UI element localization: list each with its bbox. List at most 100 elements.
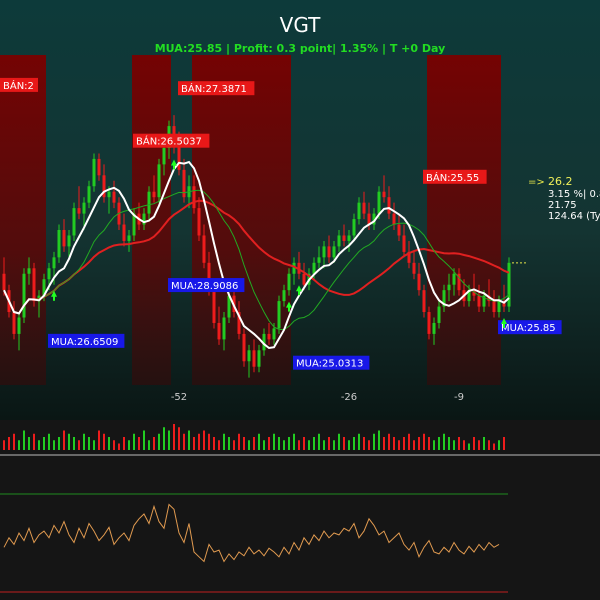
signal-label-bg <box>133 133 210 148</box>
candle <box>142 208 146 230</box>
candle <box>112 180 116 209</box>
volume-bar <box>503 437 505 450</box>
candle <box>447 273 451 302</box>
candle <box>217 306 221 345</box>
volume-bar <box>248 440 250 450</box>
candle-body <box>257 350 261 367</box>
candle <box>287 268 291 296</box>
candle <box>497 295 501 318</box>
candle-body <box>282 290 286 302</box>
volume-bar <box>53 440 55 450</box>
candle-body <box>497 301 501 313</box>
volume-bar <box>378 430 380 450</box>
volume-bar <box>8 437 10 450</box>
ma-long-line <box>3 199 510 315</box>
candle <box>197 197 201 241</box>
volume-bar <box>498 440 500 450</box>
volume-bar <box>408 433 410 450</box>
candle-body <box>397 224 401 236</box>
candle-body <box>262 333 266 351</box>
volume-bar <box>113 440 115 450</box>
sell-zone-3 <box>427 55 501 385</box>
volume-bar <box>153 437 155 450</box>
candle <box>222 312 226 351</box>
signal-label-bg <box>423 169 487 184</box>
volume-bar <box>83 433 85 450</box>
candle-body <box>362 202 366 214</box>
volume-bar <box>353 437 355 450</box>
volume-bar <box>123 437 125 450</box>
candle <box>132 208 136 241</box>
buy-arrow-icon <box>171 159 177 170</box>
volume-bar <box>143 430 145 450</box>
candle-body <box>27 268 31 274</box>
candle-body <box>287 273 291 291</box>
volume-bar <box>368 440 370 450</box>
candle <box>412 251 416 280</box>
volume-bar <box>188 430 190 450</box>
candle-body <box>217 322 221 340</box>
candle <box>407 240 411 269</box>
candle-body <box>337 235 341 247</box>
volume-bar <box>388 433 390 450</box>
signal-label-1: BÁN:26.5037 <box>136 135 202 148</box>
volume-bar <box>413 440 415 450</box>
candle <box>442 284 446 313</box>
volume-bar <box>63 430 65 450</box>
candle <box>72 202 76 241</box>
candle-body <box>242 333 246 362</box>
candle <box>317 246 321 269</box>
candle-body <box>247 350 251 362</box>
candle-body <box>457 273 461 291</box>
signal-label-2: BÁN:27.3871 <box>181 82 247 95</box>
volume-bar <box>138 437 140 450</box>
candle-body <box>112 191 116 203</box>
oscillator-line <box>3 503 500 563</box>
candle <box>242 328 246 367</box>
volume-bar <box>493 443 495 450</box>
candle <box>147 186 151 220</box>
volume-bar <box>243 437 245 450</box>
candle <box>152 175 156 203</box>
candle-body <box>302 273 306 285</box>
candle <box>62 219 66 252</box>
candle-body <box>352 219 356 236</box>
candle-body <box>182 169 186 198</box>
candle <box>437 301 441 329</box>
volume-bar <box>238 433 240 450</box>
volume-bar <box>478 440 480 450</box>
candle-body <box>492 301 496 313</box>
volume-bar <box>273 433 275 450</box>
volume-bar <box>308 440 310 450</box>
signal-labels: BÁN:2 BÁN:26.5037 BÁN:27.3871 BÁN:25.55 MUA:… <box>0 77 562 370</box>
volume-bar <box>293 433 295 450</box>
volume-bar <box>453 440 455 450</box>
candle <box>507 257 511 313</box>
signal-label-3: BÁN:25.55 <box>426 171 479 184</box>
candle-body <box>382 191 386 198</box>
candle <box>417 262 421 296</box>
volume-bar <box>33 433 35 450</box>
candle-body <box>17 317 21 334</box>
candle-body <box>437 306 441 323</box>
signal-label-5: MUA:28.9086 <box>171 281 238 292</box>
volume-bar <box>423 433 425 450</box>
candle <box>292 257 296 285</box>
signal-label-bg <box>498 320 562 335</box>
candle <box>127 230 131 252</box>
candle <box>327 235 331 263</box>
candle <box>422 284 426 318</box>
candle-body <box>377 191 381 214</box>
candle <box>362 191 366 220</box>
candle <box>337 230 341 252</box>
candle-body <box>22 273 26 318</box>
volume-bar <box>258 433 260 450</box>
volume-bars <box>3 424 505 450</box>
candle <box>97 153 101 181</box>
x-tick-label-2: -9 <box>454 392 464 403</box>
volume-bar <box>233 440 235 450</box>
signal-arrows <box>51 159 507 329</box>
volume-bar <box>128 440 130 450</box>
candle-body <box>57 230 61 258</box>
volume-bar <box>443 433 445 450</box>
